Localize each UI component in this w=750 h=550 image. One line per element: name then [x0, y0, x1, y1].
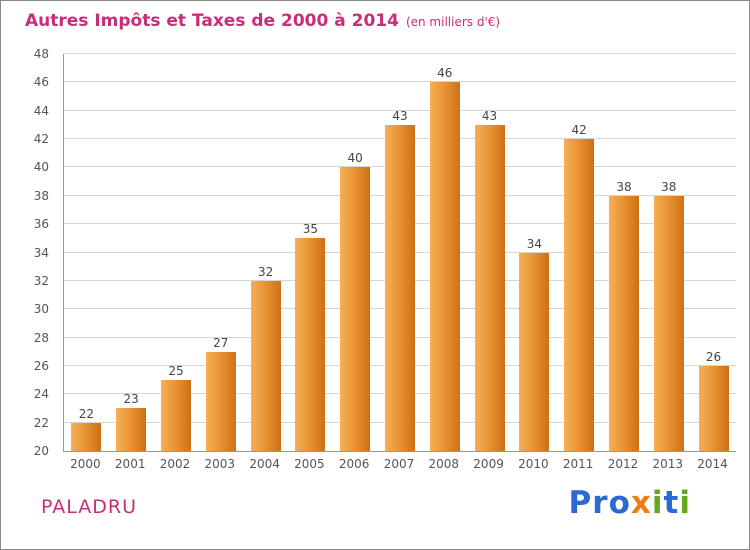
proxiti-logo[interactable]: Proxiti [569, 485, 691, 521]
bar-slot: 35 [288, 54, 333, 451]
x-tick-label: 2002 [159, 457, 191, 471]
bar-slot: 46 [422, 54, 467, 451]
value-label: 25 [168, 364, 184, 379]
x-tick-label: 2008 [428, 457, 460, 471]
bar-slot: 38 [602, 54, 647, 451]
y-tick-label: 26 [33, 358, 49, 373]
bar [519, 252, 550, 451]
y-tick-label: 48 [33, 47, 49, 61]
logo-letter: r [592, 485, 609, 521]
bar [205, 351, 236, 451]
value-label: 27 [213, 335, 229, 350]
x-tick-label: 2010 [518, 457, 549, 471]
bar-slot: 43 [378, 54, 423, 451]
x-tick-label: 2003 [204, 457, 236, 471]
bar [116, 408, 147, 451]
bar-slot: 38 [646, 54, 691, 451]
value-label: 43 [392, 108, 408, 123]
y-tick-label: 28 [33, 330, 49, 345]
location-label: PALADRU [41, 496, 137, 518]
logo-letter: i [651, 485, 664, 521]
x-tick-label: 2013 [652, 457, 684, 471]
bar [564, 139, 595, 451]
x-tick-label: 2006 [338, 457, 370, 471]
bar-slot: 43 [467, 54, 512, 451]
bar [474, 124, 505, 451]
x-tick-label: 2014 [697, 457, 728, 471]
x-tick-label: 2007 [383, 457, 415, 471]
value-label: 46 [437, 66, 453, 81]
y-axis-labels: 20 22 24 26 28 30 32 34 36 38 40 42 44 46 48 [1, 47, 57, 458]
y-tick-label: 42 [33, 132, 49, 147]
gridline [64, 81, 736, 83]
gridline [64, 53, 736, 54]
bar [653, 195, 684, 451]
bar-slot: 26 [691, 54, 736, 451]
bar [295, 238, 326, 451]
y-tick-label: 46 [33, 75, 49, 90]
bar-slot: 32 [243, 54, 288, 451]
bar [71, 422, 102, 451]
chart-subtitle: (en milliers d'€) [405, 15, 501, 29]
bar-slot: 25 [154, 54, 199, 451]
y-tick-label: 22 [33, 415, 49, 430]
value-label: 34 [526, 236, 542, 251]
gridline [64, 109, 736, 111]
y-tick-label: 38 [33, 188, 49, 203]
bar [160, 380, 191, 451]
y-tick-label: 44 [33, 103, 49, 118]
chart-header: Autres Impôts et Taxes de 2000 à 2014 (en… [25, 11, 500, 31]
bar [384, 124, 415, 451]
bar-slot: 27 [198, 54, 243, 451]
value-label: 42 [571, 123, 587, 138]
bar-series: 22 23 25 27 32 35 40 43 46 43 34 42 38 38 26 [64, 54, 736, 451]
chart-title: Autres Impôts et Taxes de 2000 à 2014 [25, 11, 399, 31]
bar-slot: 40 [333, 54, 378, 451]
value-label: 38 [661, 179, 677, 194]
bar-slot: 22 [64, 54, 109, 451]
y-tick-label: 40 [33, 160, 49, 175]
bar [698, 365, 729, 451]
value-label: 22 [78, 406, 95, 421]
y-tick-label: 30 [33, 302, 49, 317]
y-tick-label: 36 [33, 217, 49, 232]
x-axis-labels: 2000 2001 2002 2003 2004 2005 2006 2007 2008 2009… [63, 457, 735, 471]
x-tick-label: 2012 [607, 457, 639, 471]
value-label: 43 [481, 108, 498, 123]
x-tick-label: 2005 [294, 457, 325, 471]
value-label: 38 [616, 179, 632, 194]
value-label: 23 [123, 392, 139, 407]
bar [429, 82, 460, 451]
logo-letter: t [663, 485, 680, 521]
x-tick-label: 2009 [473, 457, 504, 471]
value-label: 40 [347, 151, 363, 166]
value-label: 32 [257, 264, 274, 279]
x-tick-label: 2011 [562, 457, 594, 471]
bar [608, 195, 639, 451]
y-tick-label: 32 [33, 273, 49, 288]
plot-area: 22 23 25 27 32 35 40 43 46 43 34 42 38 38 26 [63, 53, 736, 452]
x-tick-label: 2000 [70, 457, 101, 471]
bar-slot: 34 [512, 54, 557, 451]
x-tick-label: 2004 [249, 457, 280, 471]
bar-slot: 23 [109, 54, 154, 451]
y-tick-label: 24 [33, 387, 49, 402]
bar [340, 167, 371, 451]
bar-slot: 42 [557, 54, 602, 451]
logo-letter: o [608, 485, 631, 521]
y-tick-label: 34 [33, 245, 49, 260]
bar [250, 280, 281, 451]
logo-letter: i [679, 485, 691, 521]
x-tick-label: 2001 [114, 457, 146, 471]
y-tick-label: 20 [33, 444, 49, 458]
logo-letter: x [630, 485, 652, 521]
value-label: 26 [705, 349, 722, 364]
value-label: 35 [302, 222, 319, 237]
logo-letter: P [568, 485, 593, 521]
